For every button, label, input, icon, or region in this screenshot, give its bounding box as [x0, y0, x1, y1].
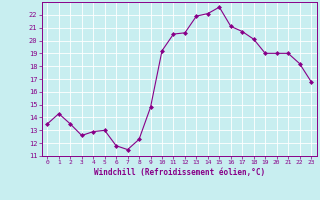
- X-axis label: Windchill (Refroidissement éolien,°C): Windchill (Refroidissement éolien,°C): [94, 168, 265, 177]
